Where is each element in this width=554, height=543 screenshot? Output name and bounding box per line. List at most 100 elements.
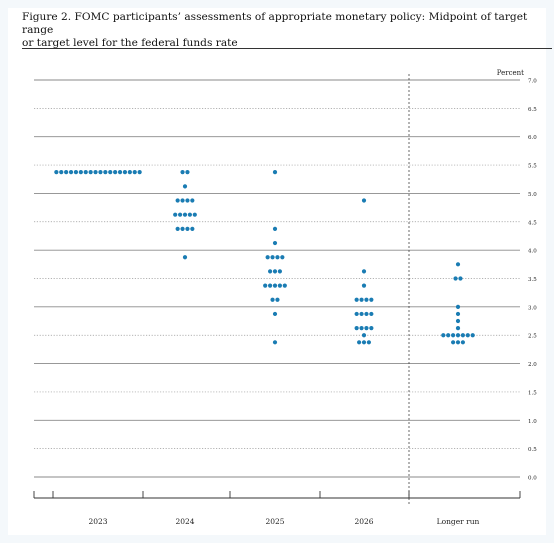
title-rule [22,48,552,49]
participant-dot [190,226,195,231]
participant-dot [182,212,188,217]
participant-dot [361,269,367,274]
participant-dot [364,297,369,302]
participant-dot [178,212,183,217]
participant-dot [268,269,273,274]
participant-dot [458,276,463,281]
y-tick-label: 5.5 [528,164,537,170]
unit-label: Percent [497,69,524,77]
participant-dot [361,283,367,288]
participant-dot [354,311,359,317]
participant-dot [64,170,69,175]
y-tick-label: 3.0 [528,305,537,311]
participant-dot [185,198,190,203]
participant-dot [361,340,367,345]
participant-dot [272,269,278,274]
participant-dot [78,170,83,175]
participant-dot [451,340,456,345]
participant-dot [68,170,74,175]
participant-dot [455,318,461,324]
participant-dot [122,170,128,175]
x-category-label: 2024 [175,517,194,526]
participant-dot [185,170,190,175]
participant-dot [272,226,278,231]
participant-dot [59,170,64,175]
participant-dot [455,311,461,317]
participant-dot [182,184,188,189]
participant-dot [132,170,137,175]
participant-dot [359,297,364,302]
y-tick-label: 2.5 [528,334,537,340]
y-tick-label: 2.0 [528,362,537,368]
y-tick-label: 7.0 [528,79,537,85]
participant-dot [103,170,108,175]
participant-dot [180,226,185,231]
y-tick-label: 0.0 [528,476,537,482]
participant-dot [268,283,273,288]
participant-dot [354,326,359,331]
participant-dot [113,170,118,175]
participant-dot [270,297,275,302]
participant-dot [263,283,268,288]
x-category-label: Longer run [437,517,480,526]
participant-dot [272,240,278,246]
participant-dot [277,269,282,274]
participant-dot [455,326,461,331]
participant-dot [280,255,285,260]
figure-title: Figure 2. FOMC participants’ assessments… [22,11,552,50]
participant-dot [357,340,362,345]
participant-dot [460,333,465,338]
participant-dot [455,340,461,345]
y-tick-label: 0.5 [528,447,537,453]
participant-dot [272,283,278,288]
participant-dot [185,226,190,231]
participant-dot [446,333,451,338]
participant-dot [98,170,103,175]
participant-dot [73,170,79,175]
dot-plot: 0.0 0.5 1.0 1.5 2.0 2.5 3.0 3.5 4.0 4.5 5.0 5.5 6.0 6… [33,69,537,526]
participant-dot [361,198,367,203]
y-tick-label: 6.0 [528,135,537,141]
participant-dot [83,170,88,175]
participant-dot [187,212,192,217]
participant-dot [175,198,180,203]
participant-dot [369,311,374,317]
participant-dot [275,297,280,302]
participant-dot [359,326,364,331]
participant-dot [364,326,369,331]
participant-dot [359,311,364,317]
participant-dot [369,297,374,302]
participant-dot [465,333,470,338]
y-tick-label: 4.5 [528,220,537,226]
participant-dot [470,333,475,338]
participant-dot [182,255,188,260]
x-category-label: 2023 [88,517,107,526]
participant-dot [277,283,282,288]
participant-dot [460,340,465,345]
y-tick-label: 5.0 [528,192,537,198]
y-tick-label: 3.5 [528,277,537,283]
participant-dot [361,333,367,338]
participant-dot [455,333,461,338]
participant-dot [190,198,195,203]
participant-dot [272,311,278,317]
y-tick-label: 1.5 [528,390,537,396]
figure-title-line-2: or target level for the federal funds ra… [22,37,238,49]
participant-dot [364,311,369,317]
x-category-label: 2025 [265,517,284,526]
participant-dot [282,283,287,288]
participant-dot [270,255,275,260]
participant-dot [117,170,123,175]
participant-dot [173,212,178,217]
participant-dot [180,170,185,175]
participant-dot [441,333,446,338]
participant-dot [265,255,270,260]
y-tick-label: 6.5 [528,107,537,113]
figure-panel: Figure 2. FOMC participants’ assessments… [8,8,552,535]
participant-dot [88,170,93,175]
participant-dot [272,170,278,175]
participant-dot [275,255,280,260]
participant-dot [137,170,142,175]
participant-dot [54,170,59,175]
participant-dot [175,226,180,231]
